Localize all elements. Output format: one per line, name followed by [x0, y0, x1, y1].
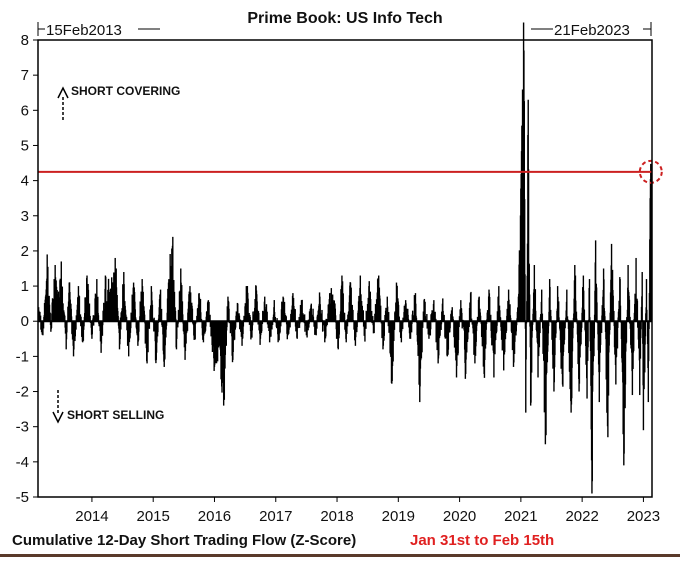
- start-date-label: 15Feb2013: [46, 22, 122, 39]
- y-tick-label: -4: [16, 454, 29, 471]
- y-tick-label: 7: [21, 67, 29, 84]
- y-tick-label: 8: [21, 32, 29, 49]
- y-tick-label: -2: [16, 384, 29, 401]
- x-tick-label: 2021: [504, 508, 537, 525]
- x-tick-label: 2017: [259, 508, 292, 525]
- chart-title: Prime Book: US Info Tech: [247, 10, 442, 27]
- axis-ticks: 8 7 6 5 4 3 2 1 0 -1 -2 -3 -4 -5 2014 2015 2016 2017 2018 2…: [16, 32, 660, 525]
- y-tick-label: -1: [16, 348, 29, 365]
- y-tick-label: 0: [21, 313, 29, 330]
- y-tick-label: 2: [21, 243, 29, 260]
- end-date-label: 21Feb2023: [554, 22, 630, 39]
- x-tick-label: 2023: [627, 508, 660, 525]
- highlight-circle: [638, 159, 663, 184]
- y-tick-label: 3: [21, 208, 29, 225]
- bottom-rule: [0, 554, 680, 557]
- y-tick-label: -5: [16, 489, 29, 506]
- short-selling-label: SHORT SELLING: [67, 408, 164, 422]
- y-tick-label: 1: [21, 278, 29, 295]
- x-tick-label: 2022: [565, 508, 598, 525]
- y-tick-label: 4: [21, 173, 29, 190]
- short-covering-label: SHORT COVERING: [71, 84, 180, 98]
- footer-caption: Cumulative 12-Day Short Trading Flow (Z-…: [12, 532, 356, 549]
- x-tick-label: 2019: [382, 508, 415, 525]
- x-tick-label: 2020: [443, 508, 476, 525]
- footer-highlight: Jan 31st to Feb 15th: [410, 532, 554, 549]
- x-tick-label: 2015: [137, 508, 170, 525]
- y-tick-label: -3: [16, 419, 29, 436]
- end-date-marker: 21Feb2023: [531, 22, 652, 39]
- x-tick-label: 2016: [198, 508, 231, 525]
- start-date-marker: 15Feb2013: [37, 22, 160, 39]
- flow-bars: [37, 22, 653, 494]
- plot-background: [38, 40, 652, 497]
- y-tick-label: 6: [21, 102, 29, 119]
- x-tick-label: 2018: [320, 508, 353, 525]
- plot-border: [37, 39, 653, 498]
- x-tick-label: 2014: [75, 508, 108, 525]
- short-selling-annotation: SHORT SELLING: [52, 390, 164, 424]
- y-tick-label: 5: [21, 137, 29, 154]
- short-covering-annotation: SHORT COVERING: [57, 84, 180, 120]
